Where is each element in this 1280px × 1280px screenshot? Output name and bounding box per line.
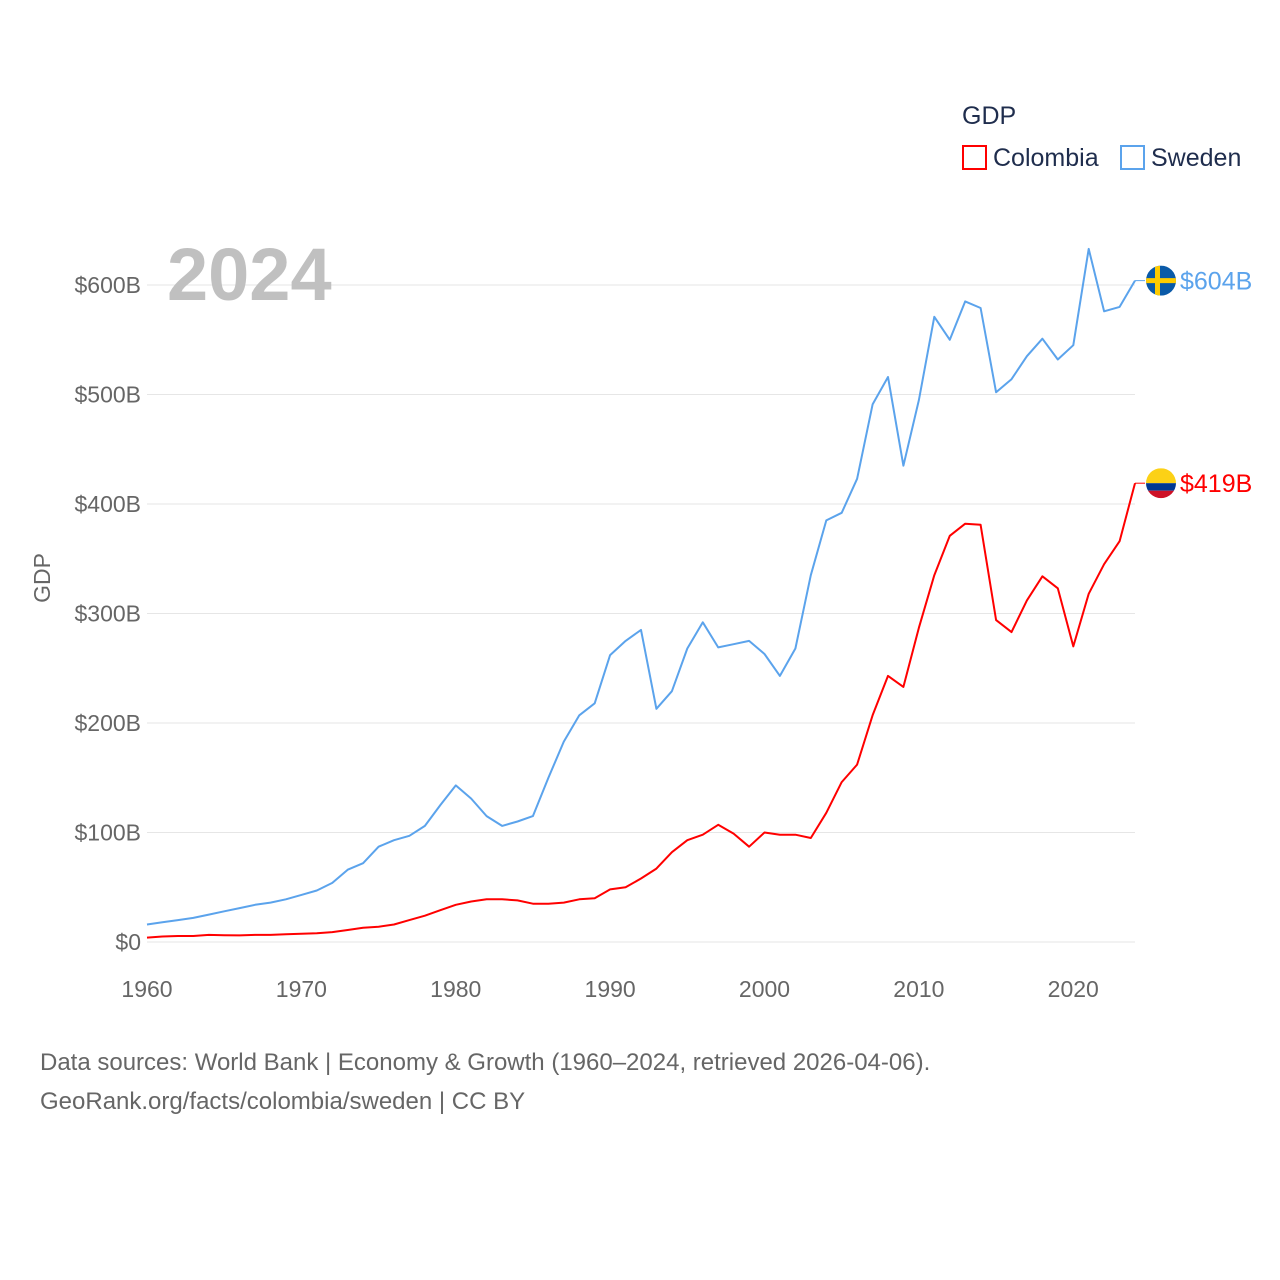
end-value-label-colombia: $419B: [1180, 470, 1252, 498]
x-tick-label: 1990: [585, 976, 636, 1002]
source-line: Data sources: World Bank | Economy & Gro…: [40, 1049, 931, 1076]
source-note: Data sources: World Bank | Economy & Gro…: [40, 1043, 930, 1121]
x-tick-label: 1960: [121, 976, 172, 1002]
x-tick-label: 2000: [739, 976, 790, 1002]
legend-swatch-colombia: [962, 145, 987, 170]
source-url-line[interactable]: GeoRank.org/facts/colombia/sweden | CC B…: [40, 1088, 526, 1115]
sweden-flag-icon: [1146, 265, 1176, 296]
y-tick-label: $600B: [74, 272, 141, 298]
legend: GDP Colombia Sweden: [962, 102, 1241, 172]
x-tick-label: 2020: [1048, 976, 1099, 1002]
legend-item-sweden[interactable]: Sweden: [1120, 144, 1241, 172]
y-axis-ticks: $0 $100B $200B $300B $400B $500B $600B: [74, 272, 141, 955]
legend-swatch-sweden: [1120, 145, 1145, 170]
x-tick-label: 1970: [276, 976, 327, 1002]
colombia-flag-icon: [1146, 468, 1176, 499]
year-label: 2024: [167, 233, 332, 316]
legend-item-colombia[interactable]: Colombia: [962, 144, 1099, 172]
series-lines: [146, 247, 1136, 939]
gridlines: [147, 284, 1135, 943]
legend-label-sweden: Sweden: [1151, 144, 1241, 172]
y-tick-label: $400B: [74, 491, 141, 517]
legend-title: GDP: [962, 102, 1016, 130]
end-value-label-sweden: $604B: [1180, 268, 1252, 296]
x-axis-ticks: 1960 1970 1980 1990 2000 2010 2020: [121, 976, 1098, 1002]
series-line-colombia: [146, 482, 1136, 939]
x-tick-label: 2010: [893, 976, 944, 1002]
y-axis-label: GDP: [29, 553, 55, 603]
x-tick-label: 1980: [430, 976, 481, 1002]
series-line-sweden: [146, 247, 1136, 926]
y-tick-label: $300B: [74, 601, 141, 627]
y-tick-label: $500B: [74, 382, 141, 408]
y-tick-label: $200B: [74, 710, 141, 736]
y-tick-label: $100B: [74, 820, 141, 846]
end-labels: $419B $604B: [1135, 265, 1252, 499]
legend-label-colombia: Colombia: [993, 144, 1099, 172]
y-tick-label: $0: [115, 929, 141, 955]
